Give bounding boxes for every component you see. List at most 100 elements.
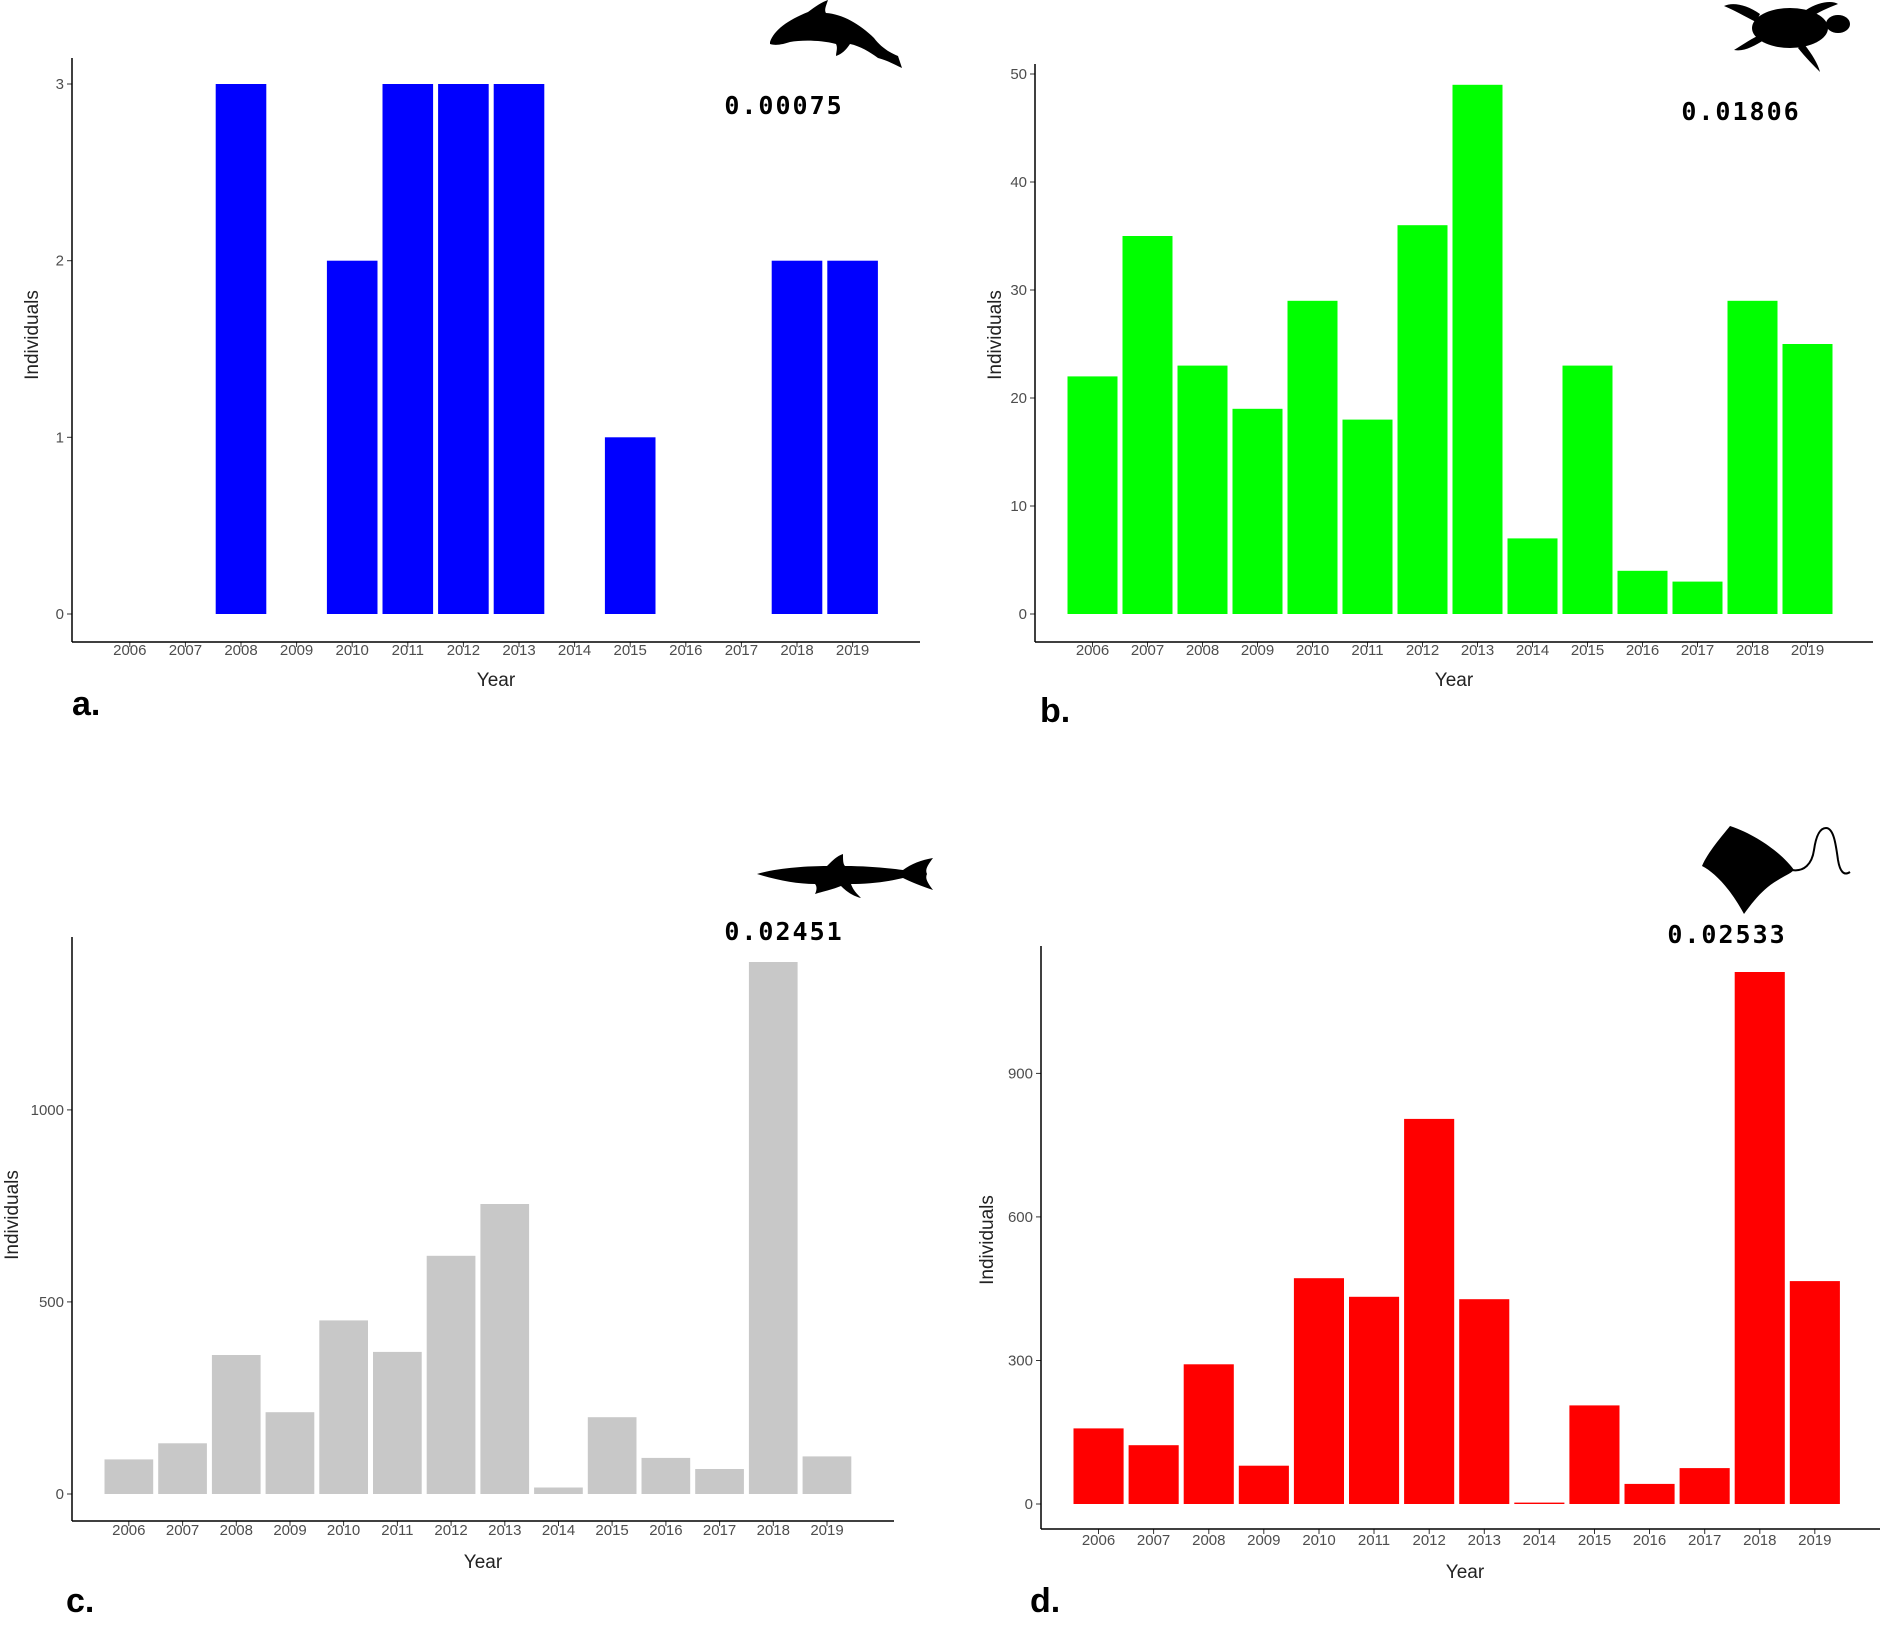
rate-label: 0.02533 (1667, 920, 1786, 949)
y-tick-label: 50 (1010, 66, 1027, 83)
x-tick-label: 2015 (1578, 1532, 1611, 1549)
x-tick-label: 2009 (1247, 1532, 1280, 1549)
axes (71, 937, 894, 1522)
panel-b: 0 10 20 30 40 50 2006 2007 2008 2009 2010 2011 2012… (985, 2, 1873, 730)
x-tick-label: 2006 (113, 642, 146, 659)
y-tick-label: 500 (39, 1294, 64, 1311)
x-tick-label: 2014 (558, 642, 591, 659)
x-tick-label: 2012 (1406, 642, 1439, 659)
bars-group (215, 84, 878, 614)
y-axis-title: Individuals (2, 1170, 23, 1260)
x-tick-label: 2011 (1351, 642, 1383, 659)
y-tick-label: 0 (56, 1486, 64, 1503)
x-tick-label: 2019 (836, 642, 869, 659)
bar-2011 (1342, 419, 1393, 614)
bar-2016 (1617, 570, 1668, 614)
x-tick-label: 2007 (1137, 1532, 1170, 1549)
bar-2013 (1452, 84, 1503, 615)
x-tick-label: 2006 (1082, 1532, 1115, 1549)
bar-2012 (438, 84, 489, 614)
bars-group (1073, 972, 1840, 1504)
x-tick-label: 2008 (224, 642, 257, 659)
panel-letter: d. (1030, 1582, 1060, 1620)
panel-a: 0 1 2 3 2006 2007 2008 2009 2010 2011 2012 2013 201… (22, 0, 920, 723)
bar-2006 (1073, 1428, 1124, 1504)
x-tick-label: 2006 (1076, 642, 1109, 659)
y-tick-label: 10 (1010, 498, 1027, 515)
axes (1034, 64, 1873, 643)
bar-2010 (1287, 300, 1338, 614)
bar-2016 (1624, 1483, 1675, 1504)
x-tick-label: 2016 (669, 642, 702, 659)
x-tick-label: 2017 (1688, 1532, 1721, 1549)
x-tick-label: 2008 (1186, 642, 1219, 659)
y-ticks: 0 300 600 900 (1008, 1065, 1041, 1513)
bar-2013 (480, 1204, 530, 1494)
y-tick-label: 40 (1010, 174, 1027, 191)
y-tick-label: 3 (56, 76, 64, 93)
x-tick-label: 2010 (336, 642, 369, 659)
bar-2010 (319, 1320, 368, 1494)
x-axis-title: Year (464, 1552, 503, 1573)
panel-letter: c. (66, 1582, 94, 1620)
bar-2010 (1293, 1278, 1344, 1504)
eagle-ray-icon (1702, 826, 1851, 914)
y-axis-title: Individuals (977, 1195, 998, 1285)
bar-2018 (771, 260, 823, 614)
x-ticks: 2006 2007 2008 2009 2010 2011 2012 2013 2014 2015… (113, 642, 869, 659)
x-tick-label: 2006 (112, 1522, 145, 1539)
x-tick-label: 2013 (502, 642, 535, 659)
bar-2009 (1238, 1465, 1289, 1504)
bar-2019 (1782, 344, 1833, 614)
bar-2017 (1679, 1468, 1730, 1504)
x-axis-title: Year (1446, 1562, 1485, 1583)
bar-2007 (1128, 1445, 1179, 1504)
x-tick-label: 2013 (1461, 642, 1494, 659)
y-tick-label: 600 (1008, 1209, 1033, 1226)
bars-group (104, 962, 852, 1494)
panel-letter: a. (72, 685, 100, 723)
y-axis-title: Individuals (22, 290, 43, 380)
x-tick-label: 2015 (1571, 642, 1604, 659)
x-tick-label: 2011 (1358, 1532, 1390, 1549)
bar-2019 (802, 1456, 852, 1494)
bar-2008 (215, 84, 267, 614)
panel-c: 0 500 1000 2006 2007 2008 2009 2010 2011 2012 201… (2, 854, 933, 1620)
y-tick-label: 300 (1008, 1353, 1033, 1370)
bar-2010 (326, 260, 378, 614)
rate-label: 0.02451 (724, 917, 843, 946)
panel-letter: b. (1040, 692, 1070, 730)
bar-2015 (1569, 1405, 1620, 1504)
x-tick-label: 2011 (392, 642, 424, 659)
x-axis-title: Year (1435, 670, 1474, 691)
y-tick-label: 1 (56, 429, 64, 446)
x-ticks: 2006 2007 2008 2009 2010 2011 2012 2013 2014 2015… (1076, 642, 1824, 659)
sea-turtle-icon (1724, 2, 1850, 72)
rate-label: 0.00075 (724, 91, 843, 120)
x-tick-label: 2008 (1192, 1532, 1225, 1549)
bar-2012 (1404, 1118, 1455, 1504)
x-tick-label: 2009 (1241, 642, 1274, 659)
x-tick-label: 2010 (327, 1522, 360, 1539)
x-tick-label: 2009 (273, 1522, 306, 1539)
x-tick-label: 2018 (1736, 642, 1769, 659)
y-ticks: 0 10 20 30 40 50 (1010, 66, 1035, 623)
y-tick-label: 2 (56, 253, 64, 270)
bar-2019 (827, 260, 878, 614)
x-tick-label: 2013 (1468, 1532, 1501, 1549)
bar-2017 (1672, 581, 1723, 614)
x-tick-label: 2015 (614, 642, 647, 659)
y-tick-label: 1000 (31, 1102, 64, 1119)
bar-2013 (1459, 1299, 1510, 1504)
x-tick-label: 2012 (447, 642, 480, 659)
bar-2018 (748, 962, 798, 1494)
bar-2008 (1183, 1364, 1234, 1504)
bar-2009 (1232, 408, 1283, 614)
x-tick-label: 2013 (488, 1522, 521, 1539)
bar-2019 (1789, 1281, 1840, 1504)
x-tick-label: 2016 (1626, 642, 1659, 659)
x-tick-label: 2018 (757, 1522, 790, 1539)
